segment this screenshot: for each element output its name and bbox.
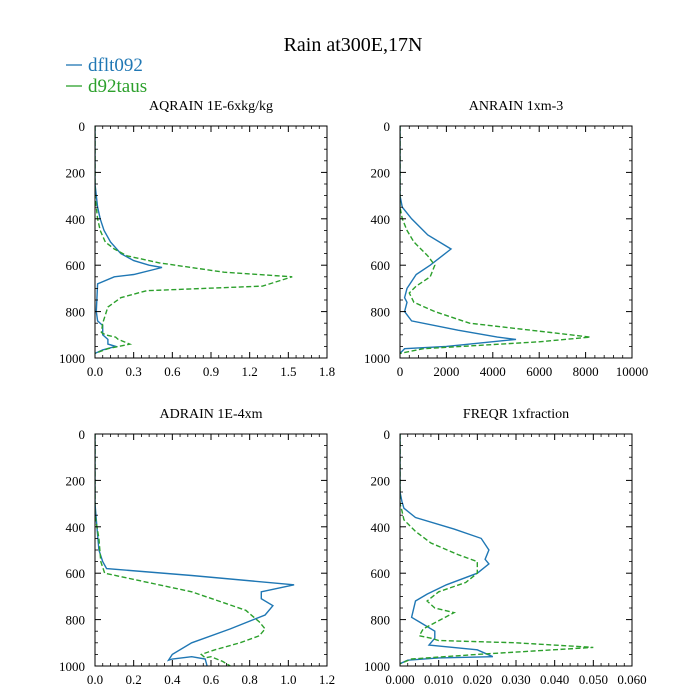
x-tick-label: 0.040 — [540, 672, 569, 687]
series-line-d92taus — [400, 434, 594, 665]
y-tick-label: 800 — [371, 305, 391, 320]
x-tick-label: 1.2 — [319, 672, 335, 687]
y-tick-label: 1000 — [59, 659, 85, 674]
x-tick-label: 1.8 — [319, 364, 335, 379]
legend-label-d92taus: d92taus — [88, 76, 147, 97]
x-tick-label: 4000 — [480, 364, 506, 379]
panel-3-adrain: ADRAIN 1E-4xm 0.0 0.2 0.4 0.6 0.8 1.0 1.2 0 200 40… — [59, 407, 335, 687]
x-tick-label: 0.050 — [579, 672, 608, 687]
x-tick-label: 8000 — [573, 364, 599, 379]
y-tick-label: 200 — [66, 473, 86, 488]
y-tick-label: 600 — [371, 258, 391, 273]
x-tick-label: 0.060 — [617, 672, 646, 687]
series-line-dflt092 — [400, 126, 517, 354]
y-tick-label: 400 — [66, 212, 86, 227]
x-tick-label: 1.0 — [280, 672, 296, 687]
x-tick-label: 0.6 — [164, 364, 181, 379]
series-line-d92taus — [400, 126, 591, 355]
x-tick-label: 0.2 — [126, 672, 142, 687]
y-tick-label: 200 — [371, 165, 391, 180]
x-tick-label: 10000 — [616, 364, 649, 379]
y-tick-label: 400 — [371, 212, 391, 227]
y-tick-label: 0 — [79, 427, 86, 442]
x-tick-label: 0.010 — [424, 672, 453, 687]
y-tick-label: 800 — [66, 305, 86, 320]
x-tick-label: 1.5 — [280, 364, 296, 379]
figure-title: Rain at300E,17N — [284, 34, 423, 56]
panel-title: FREQR 1xfraction — [463, 407, 569, 422]
x-tick-label: 0.020 — [463, 672, 492, 687]
x-tick-label: 1.2 — [242, 364, 258, 379]
y-tick-label: 1000 — [364, 351, 390, 366]
x-tick-label: 6000 — [526, 364, 552, 379]
y-tick-label: 0 — [384, 119, 391, 134]
y-tick-label: 800 — [66, 613, 86, 628]
panel-title: ANRAIN 1xm-3 — [469, 99, 564, 114]
x-tick-label: 0 — [397, 364, 404, 379]
series-line-d92taus — [95, 126, 293, 355]
x-tick-label: 0.8 — [242, 672, 258, 687]
x-tick-label: 0.000 — [385, 672, 414, 687]
panel-title: ADRAIN 1E-4xm — [159, 407, 262, 422]
y-tick-label: 600 — [66, 566, 86, 581]
panel-title: AQRAIN 1E-6xkg/kg — [149, 99, 273, 114]
y-tick-label: 600 — [371, 566, 391, 581]
y-tick-label: 400 — [371, 520, 391, 535]
y-tick-label: 0 — [384, 427, 391, 442]
panels: AQRAIN 1E-6xkg/kg 0.0 0.3 0.6 0.9 1.2 1.5 1.8 0 2… — [59, 99, 648, 687]
series-line-dflt092 — [95, 126, 163, 355]
y-tick-label: 200 — [371, 473, 391, 488]
series-line-dflt092 — [95, 434, 295, 666]
y-tick-label: 0 — [79, 119, 86, 134]
y-tick-label: 1000 — [364, 659, 390, 674]
panel-2-anrain: ANRAIN 1xm-3 0 2000 4000 6000 8000 10000 0 200 40… — [364, 99, 648, 379]
series-line-d92taus — [95, 434, 267, 666]
x-tick-label: 0.9 — [203, 364, 219, 379]
x-tick-label: 0.0 — [87, 364, 103, 379]
x-tick-label: 0.030 — [501, 672, 530, 687]
y-tick-label: 1000 — [59, 351, 85, 366]
legend: dflt092 d92taus — [66, 55, 147, 97]
y-tick-label: 400 — [66, 520, 86, 535]
y-tick-label: 200 — [66, 165, 86, 180]
x-tick-label: 0.0 — [87, 672, 103, 687]
x-tick-label: 2000 — [433, 364, 459, 379]
x-tick-label: 0.4 — [164, 672, 181, 687]
panel-1-aqrain: AQRAIN 1E-6xkg/kg 0.0 0.3 0.6 0.9 1.2 1.5 1.8 0 2… — [59, 99, 335, 379]
series-line-dflt092 — [400, 434, 494, 665]
x-tick-label: 0.3 — [126, 364, 142, 379]
legend-label-dflt092: dflt092 — [88, 55, 143, 76]
y-tick-label: 800 — [371, 613, 391, 628]
x-tick-label: 0.6 — [203, 672, 220, 687]
y-tick-label: 600 — [66, 258, 86, 273]
panel-4-freqr: FREQR 1xfraction 0.000 0.010 0.020 0.030 0.04… — [364, 407, 647, 687]
